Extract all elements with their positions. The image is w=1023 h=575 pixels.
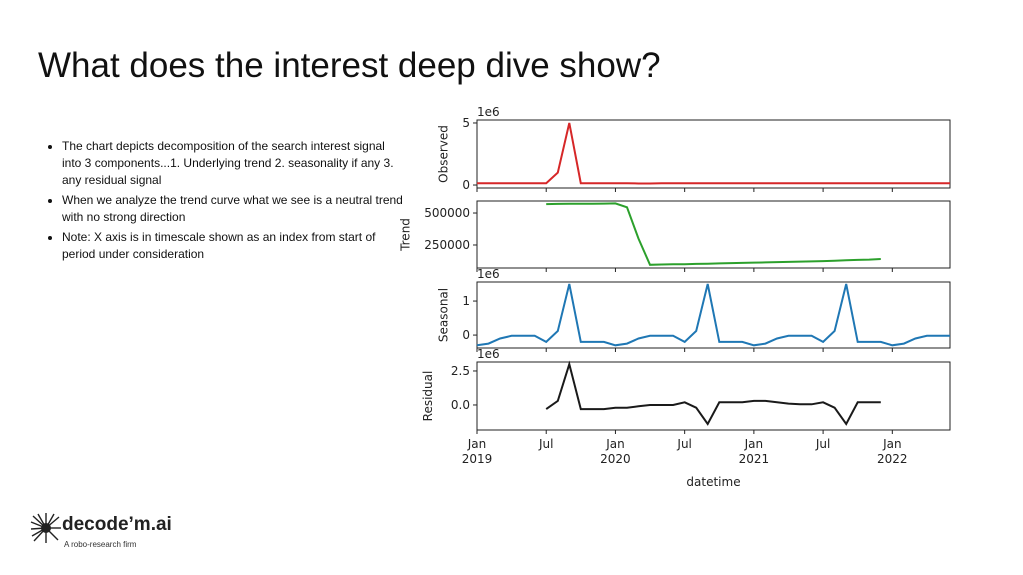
series-line [546,202,881,266]
series-line [477,122,950,185]
plot-frame [476,119,951,189]
logo-name: decode’m.ai [62,514,172,535]
x-tick-label: Jul [676,437,691,451]
y-tick-label: 5 [462,116,470,130]
axis-offset-label: 1e6 [477,105,500,119]
axis-offset-label: 1e6 [477,347,500,361]
plot-frame [476,281,951,349]
y-axis-label: Residual [421,371,435,422]
x-tick-label: 2021 [739,452,770,466]
logo-icon [30,513,61,543]
x-tick-label: Jul [815,437,830,451]
x-tick-label: 2019 [462,452,493,466]
x-tick-label: 2020 [600,452,631,466]
bullet-list: The chart depicts decomposition of the s… [38,138,407,266]
x-tick-label: Jul [538,437,553,451]
x-tick-label: Jan [467,437,487,451]
series-line [476,283,950,347]
slide-title: What does the interest deep dive show? [38,46,661,85]
bullet: When we analyze the trend curve what we … [62,192,407,226]
y-axis-label: Seasonal [436,288,450,342]
y-tick-label: 0 [462,328,470,342]
x-tick-label: Jan [605,437,625,451]
series-line [545,360,881,426]
bullet: Note: X axis is in timescale shown as an… [62,229,407,263]
axis-offset-label: 1e6 [477,267,500,281]
logo-tagline: A robo-research firm [64,540,137,549]
y-tick-label: 0 [462,178,470,192]
bullet: The chart depicts decomposition of the s… [62,138,407,189]
x-tick-label: 2022 [877,452,908,466]
y-axis-label: Observed [436,125,450,183]
y-tick-label: 1 [462,294,470,308]
y-tick-label: 2.5 [451,364,470,378]
plot-frame [476,200,951,269]
x-axis-label: datetime [686,475,740,489]
x-tick-label: Jan [882,437,902,451]
y-tick-label: 0.0 [451,398,470,412]
y-tick-label: 250000 [424,238,470,252]
y-axis-label: Trend [398,218,412,252]
plot-frame [476,361,951,431]
x-tick-label: Jan [744,437,764,451]
y-tick-label: 500000 [424,206,470,220]
